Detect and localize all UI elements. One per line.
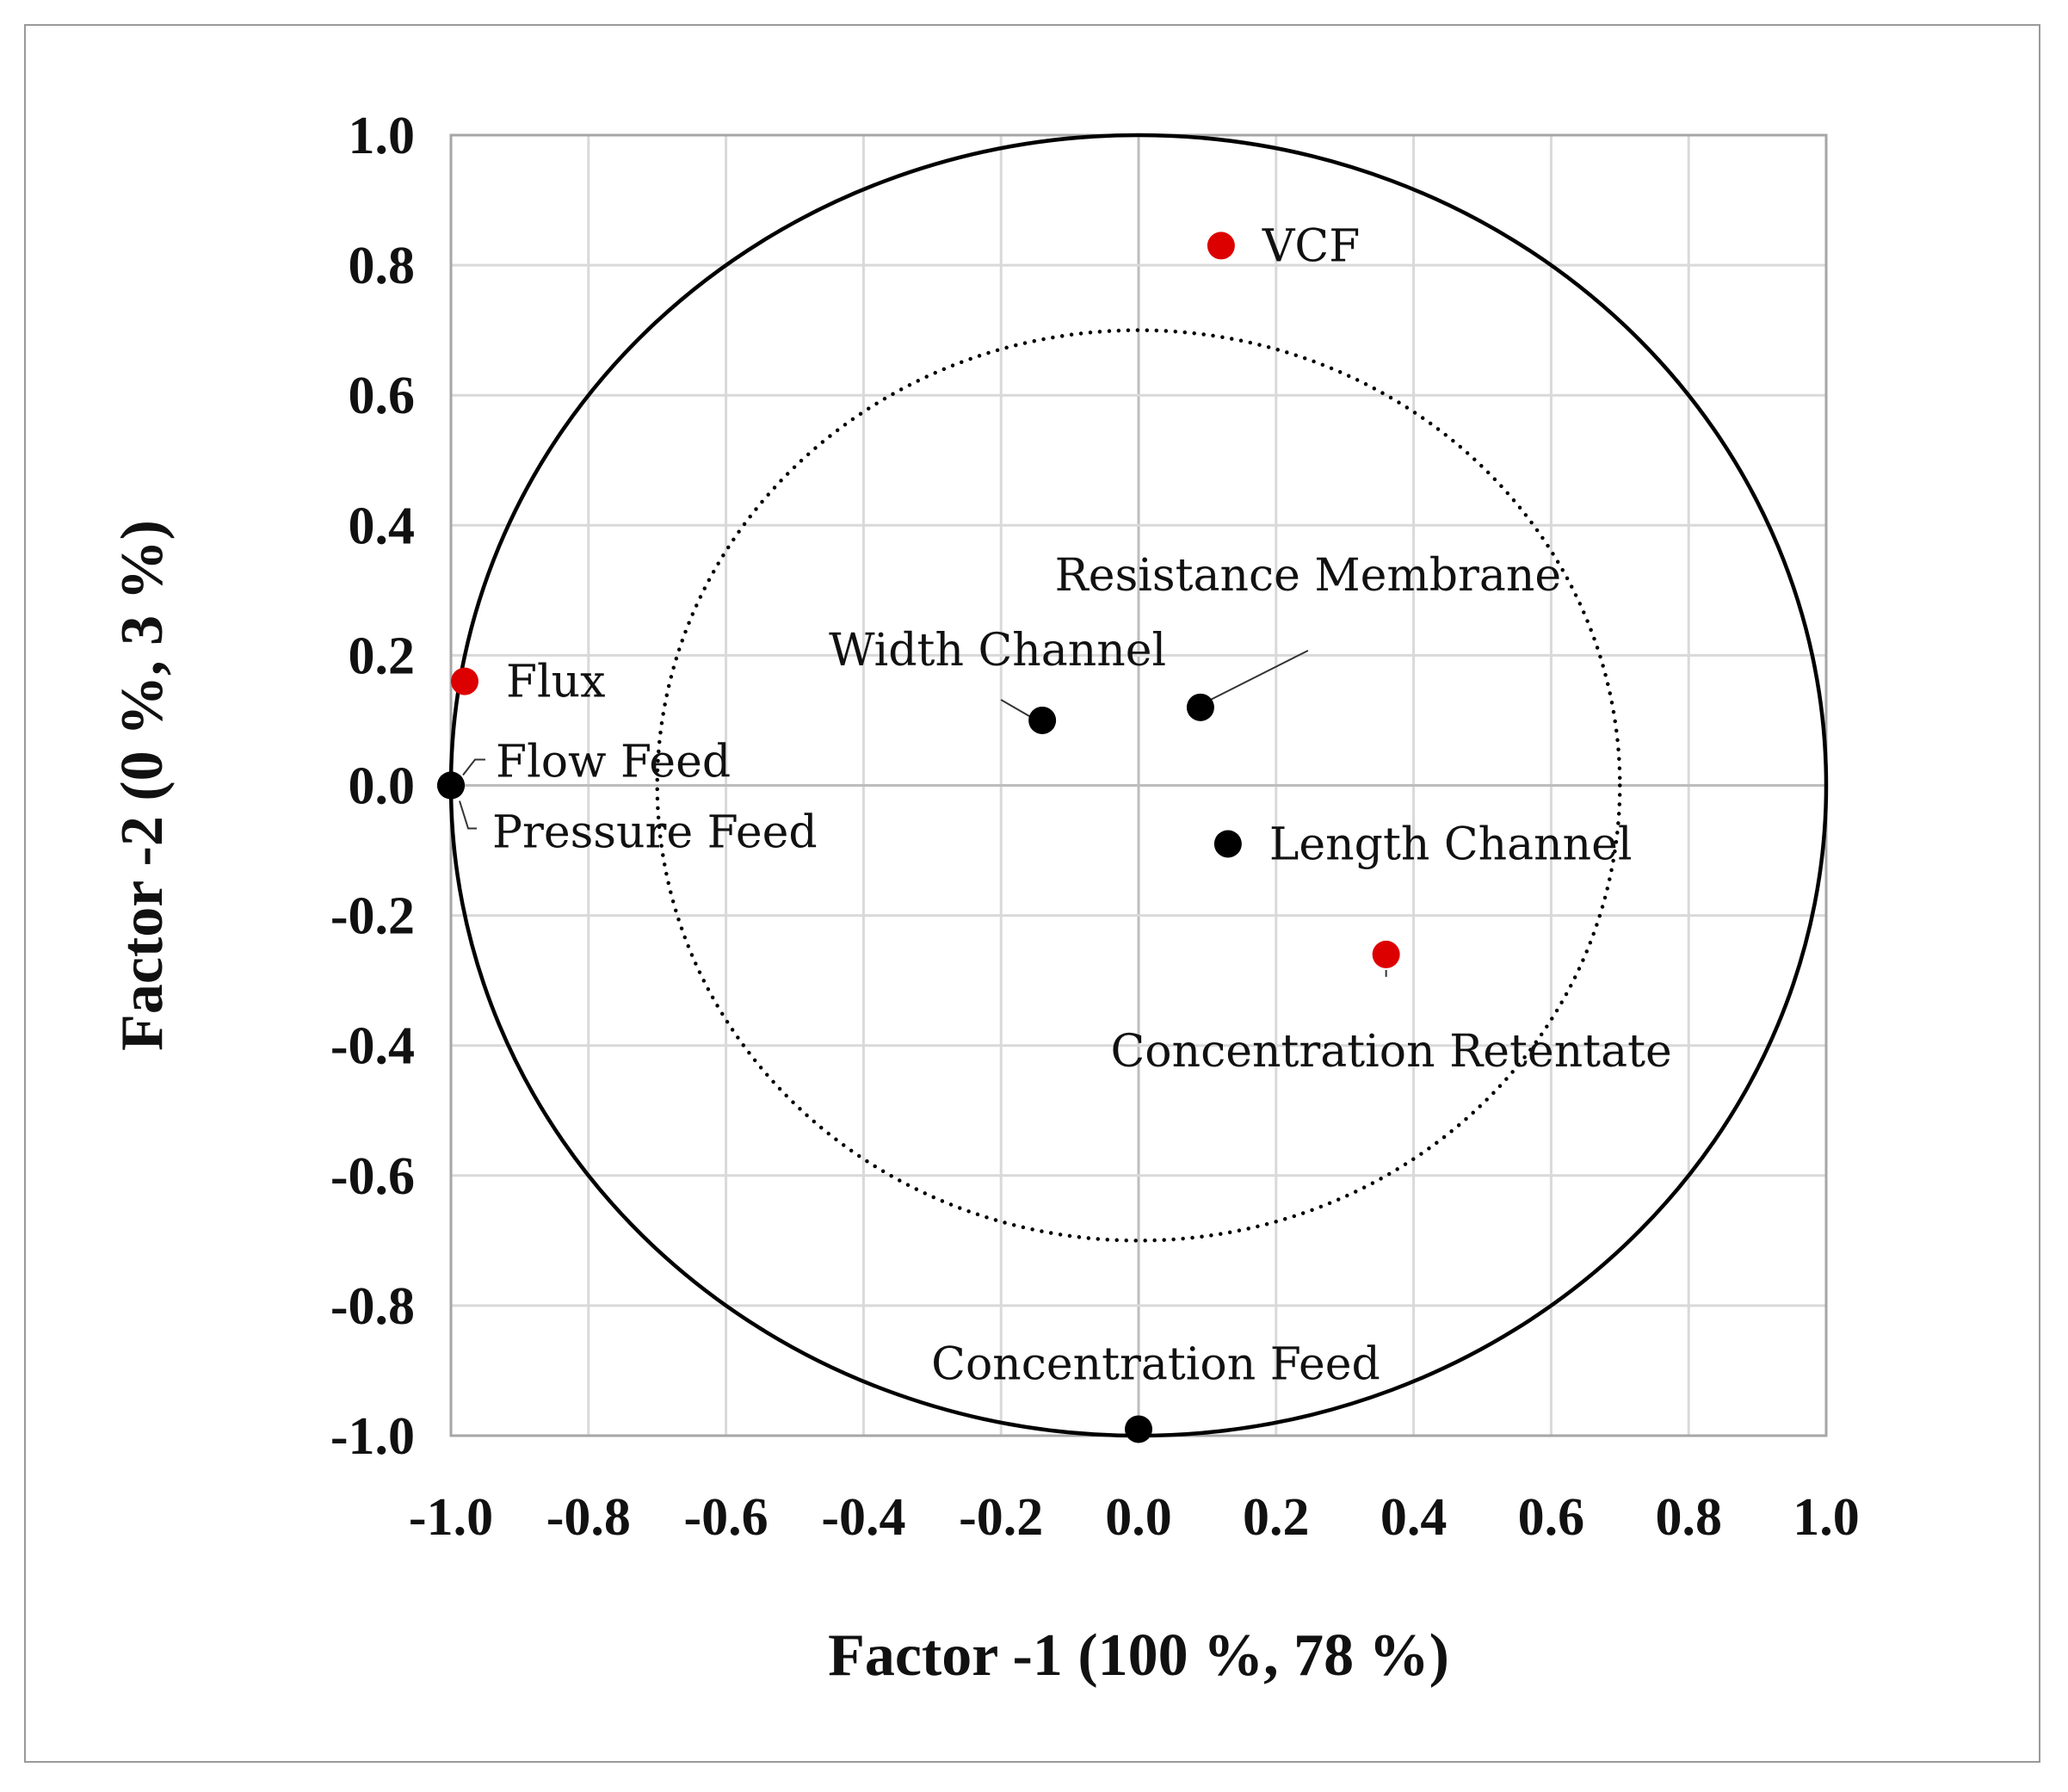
x-tick-label: 0.4 <box>1380 1488 1448 1547</box>
x-tick-label: 0.2 <box>1243 1488 1310 1547</box>
y-tick-label: -0.6 <box>330 1147 415 1206</box>
leader-resistance-membrane <box>1208 649 1309 701</box>
y-axis-tick-labels: -1.0 -0.8 -0.6 -0.4 -0.2 0.0 0.2 0.4 0.6 0.8 1.0 <box>330 107 415 1466</box>
label-concentration-retentate: Concentration Retentate <box>1111 1026 1672 1078</box>
label-flux: Flux <box>506 657 606 708</box>
y-tick-label: 0.8 <box>349 237 416 295</box>
y-tick-label: -1.0 <box>330 1407 415 1466</box>
x-tick-label: -0.4 <box>821 1488 905 1547</box>
label-width-channel: Width Channel <box>829 625 1166 677</box>
label-resistance-membrane: Resistance Membrane <box>1055 550 1561 602</box>
label-flow-feed: Flow Feed <box>496 737 731 788</box>
point-concentration-retentate <box>1372 940 1400 968</box>
y-tick-label: 0.6 <box>349 367 416 425</box>
leader-width-channel <box>1000 699 1034 720</box>
x-tick-label: 0.8 <box>1655 1488 1722 1547</box>
label-concentration-feed: Concentration Feed <box>931 1338 1380 1390</box>
label-vcf: VCF <box>1262 220 1360 272</box>
x-tick-label: 0.0 <box>1105 1488 1172 1547</box>
inner-circle <box>655 328 1622 1243</box>
point-width-channel <box>1028 706 1057 734</box>
label-leader-lines <box>459 649 1387 977</box>
y-tick-label: 0.0 <box>349 757 416 816</box>
label-pressure-feed: Pressure Feed <box>492 807 818 859</box>
leader-flow-feed <box>462 758 485 776</box>
x-tick-label: -0.6 <box>684 1488 769 1547</box>
label-length-channel: Length Channel <box>1269 819 1633 870</box>
point-concentration-feed <box>1125 1415 1152 1443</box>
x-axis-tick-labels: -1.0 -0.8 -0.6 -0.4 -0.2 0.0 0.2 0.4 0.6 0.8 1.0 <box>409 1488 1860 1547</box>
x-tick-label: -1.0 <box>409 1488 493 1547</box>
figure-frame <box>24 24 2040 1763</box>
y-tick-label: 1.0 <box>349 107 416 165</box>
x-tick-label: -0.8 <box>546 1488 631 1547</box>
point-length-channel <box>1213 830 1242 858</box>
point-vcf <box>1207 232 1235 260</box>
y-tick-label: -0.2 <box>330 887 415 946</box>
point-labels: VCF Flux Concentration Retentate Width Chan… <box>492 220 1672 1390</box>
point-pressure-feed <box>437 771 465 800</box>
y-tick-label: 0.2 <box>349 627 416 685</box>
x-tick-label: -0.2 <box>959 1488 1043 1547</box>
data-points <box>437 232 1400 1443</box>
y-axis-title: Factor -2 (0 %, 3 %) <box>109 520 176 1051</box>
x-axis-title: Factor -1 (100 %, 78 %) <box>828 1622 1449 1689</box>
leader-pressure-feed <box>459 800 477 830</box>
y-tick-label: -0.8 <box>330 1277 415 1336</box>
y-tick-label: 0.4 <box>349 497 416 555</box>
y-tick-label: -0.4 <box>330 1017 415 1076</box>
point-resistance-membrane <box>1186 693 1214 721</box>
x-tick-label: 0.6 <box>1518 1488 1585 1547</box>
point-flux <box>450 667 478 695</box>
x-tick-label: 1.0 <box>1793 1488 1860 1547</box>
